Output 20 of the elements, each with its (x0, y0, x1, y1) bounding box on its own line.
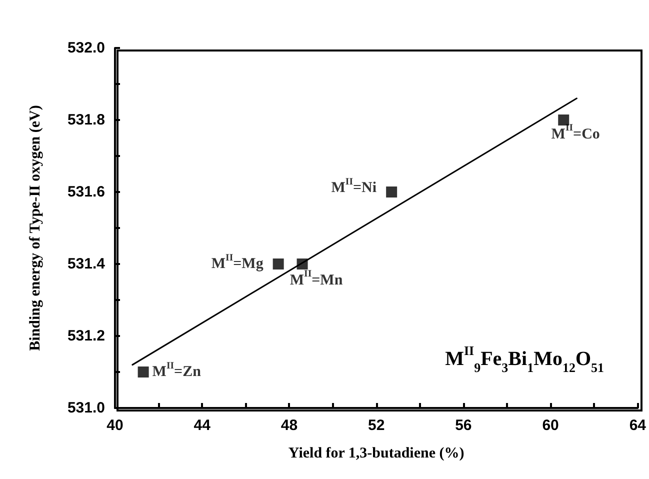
point (558, 114, 570, 126)
y-tick-label: 531.4 (67, 256, 106, 272)
x-tick-label: 64 (629, 417, 647, 434)
x-axis-title: Yield for 1,3-butadiene (%) (288, 446, 464, 462)
y-tick-label: 531.8 (67, 112, 105, 128)
x-tick-label: 48 (280, 417, 298, 434)
x-tick-label: 60 (542, 417, 559, 434)
x-tick-label: 40 (106, 417, 124, 434)
y-tick-label: 531.0 (67, 400, 105, 416)
y-axis-title: Binding energy of Type-II oxygen (eV) (28, 105, 44, 351)
y-tick-label: 532.0 (67, 40, 105, 56)
point (296, 258, 308, 270)
x-tick-label: 44 (194, 417, 212, 434)
x-tick-label: 52 (368, 417, 385, 434)
point (272, 258, 284, 270)
x-tick-label: 56 (455, 417, 472, 434)
point (138, 366, 149, 378)
point (386, 186, 398, 198)
y-tick-label: 531.6 (67, 184, 105, 200)
y-tick-label: 531.2 (67, 328, 105, 344)
